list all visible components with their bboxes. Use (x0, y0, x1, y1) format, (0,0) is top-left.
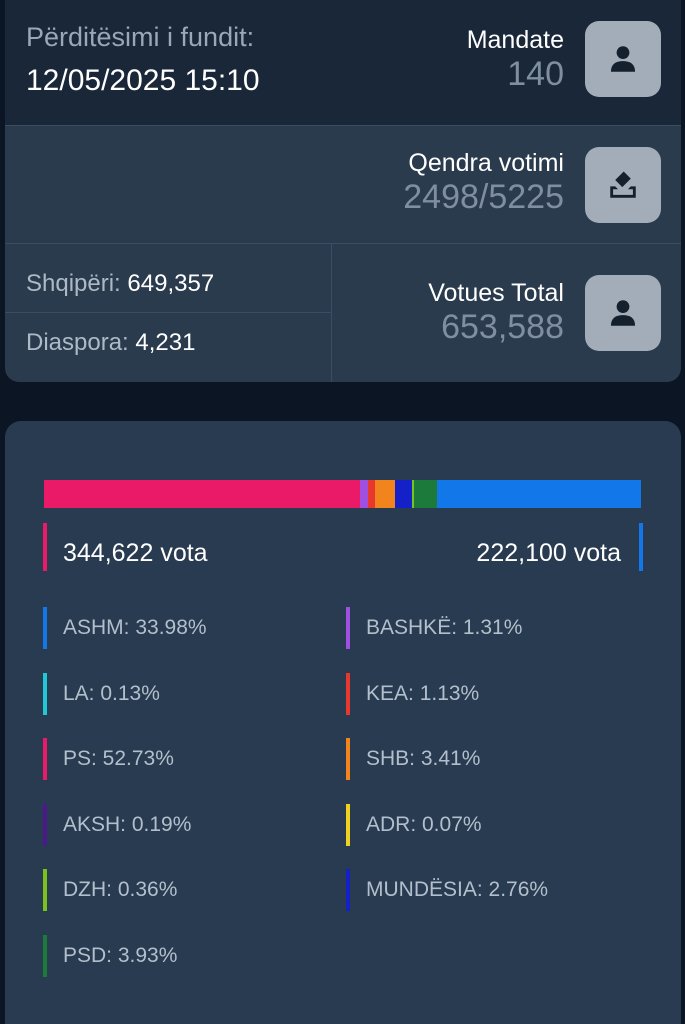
divider-vertical (331, 244, 332, 382)
ballot-box-icon (610, 171, 636, 198)
mandate-title: Mandate (466, 26, 564, 54)
votues-title: Votues Total (428, 279, 564, 307)
stats-card: Përditësimi i fundit: 12/05/2025 15:10 M… (5, 0, 681, 382)
votues-button[interactable] (585, 275, 661, 351)
stats-header (5, 0, 681, 125)
legend-item: PSD: 3.93% (43, 934, 177, 977)
person-icon (610, 46, 636, 72)
shqiperi-label: Shqipëri: (26, 270, 121, 297)
bar-segment-bashkë (360, 480, 368, 508)
divider (5, 243, 681, 244)
divider (5, 125, 681, 126)
diaspora-value: 4,231 (135, 329, 196, 356)
left-votes: 344,622 vota (63, 539, 208, 567)
legend-item: SHB: 3.41% (346, 738, 480, 780)
legend-item: BASHKË: 1.31% (346, 607, 522, 649)
legend-item: KEA: 1.13% (346, 672, 479, 715)
bar-segment-ashm (437, 480, 641, 508)
bar-segment-kea (367, 480, 375, 508)
diaspora-label: Diaspora: (26, 329, 129, 356)
last-updated-value: 12/05/2025 15:10 (26, 64, 260, 97)
qendra-button[interactable] (585, 147, 661, 223)
legend-item: MUNDËSIA: 2.76% (346, 869, 548, 911)
qendra-title: Qendra votimi (408, 149, 564, 177)
mandate-stat: Mandate 140 (467, 25, 564, 93)
bar-segment-dzh (411, 480, 414, 508)
legend-item: DZH: 0.36% (43, 869, 177, 911)
votues-stat: Votues Total 653,588 (428, 278, 564, 346)
bar-segment-shb (374, 480, 396, 508)
right-votes: 222,100 vota (476, 539, 621, 567)
legend-item: AKSH: 0.19% (43, 803, 191, 846)
bar-segment-psd (413, 480, 438, 508)
person-icon (610, 300, 636, 326)
divider (5, 312, 331, 313)
qendra-value: 2498/5225 (403, 178, 564, 216)
qendra-stat: Qendra votimi 2498/5225 (403, 148, 564, 216)
right-votes-marker (639, 523, 643, 571)
shqiperi-row: Shqipëri: 649,357 (26, 270, 214, 298)
shqiperi-value: 649,357 (127, 270, 215, 297)
last-updated-label: Përditësimi i fundit: (26, 22, 255, 52)
legend-item: ASHM: 33.98% (43, 607, 207, 649)
results-card: 344,622 vota 222,100 vota ASHM: 33.98% BA… (5, 421, 681, 1024)
bar-segment-ps (44, 480, 361, 508)
diaspora-row: Diaspora: 4,231 (26, 329, 195, 357)
mandate-value: 140 (507, 55, 564, 93)
votues-value: 653,588 (441, 308, 564, 346)
mandate-button[interactable] (585, 21, 661, 97)
results-bar (44, 480, 641, 508)
legend-item: ADR: 0.07% (346, 803, 482, 846)
left-votes-marker (43, 523, 47, 571)
legend-item: PS: 52.73% (43, 738, 174, 780)
legend-item: LA: 0.13% (43, 672, 160, 715)
bar-segment-mundësia (395, 480, 412, 508)
